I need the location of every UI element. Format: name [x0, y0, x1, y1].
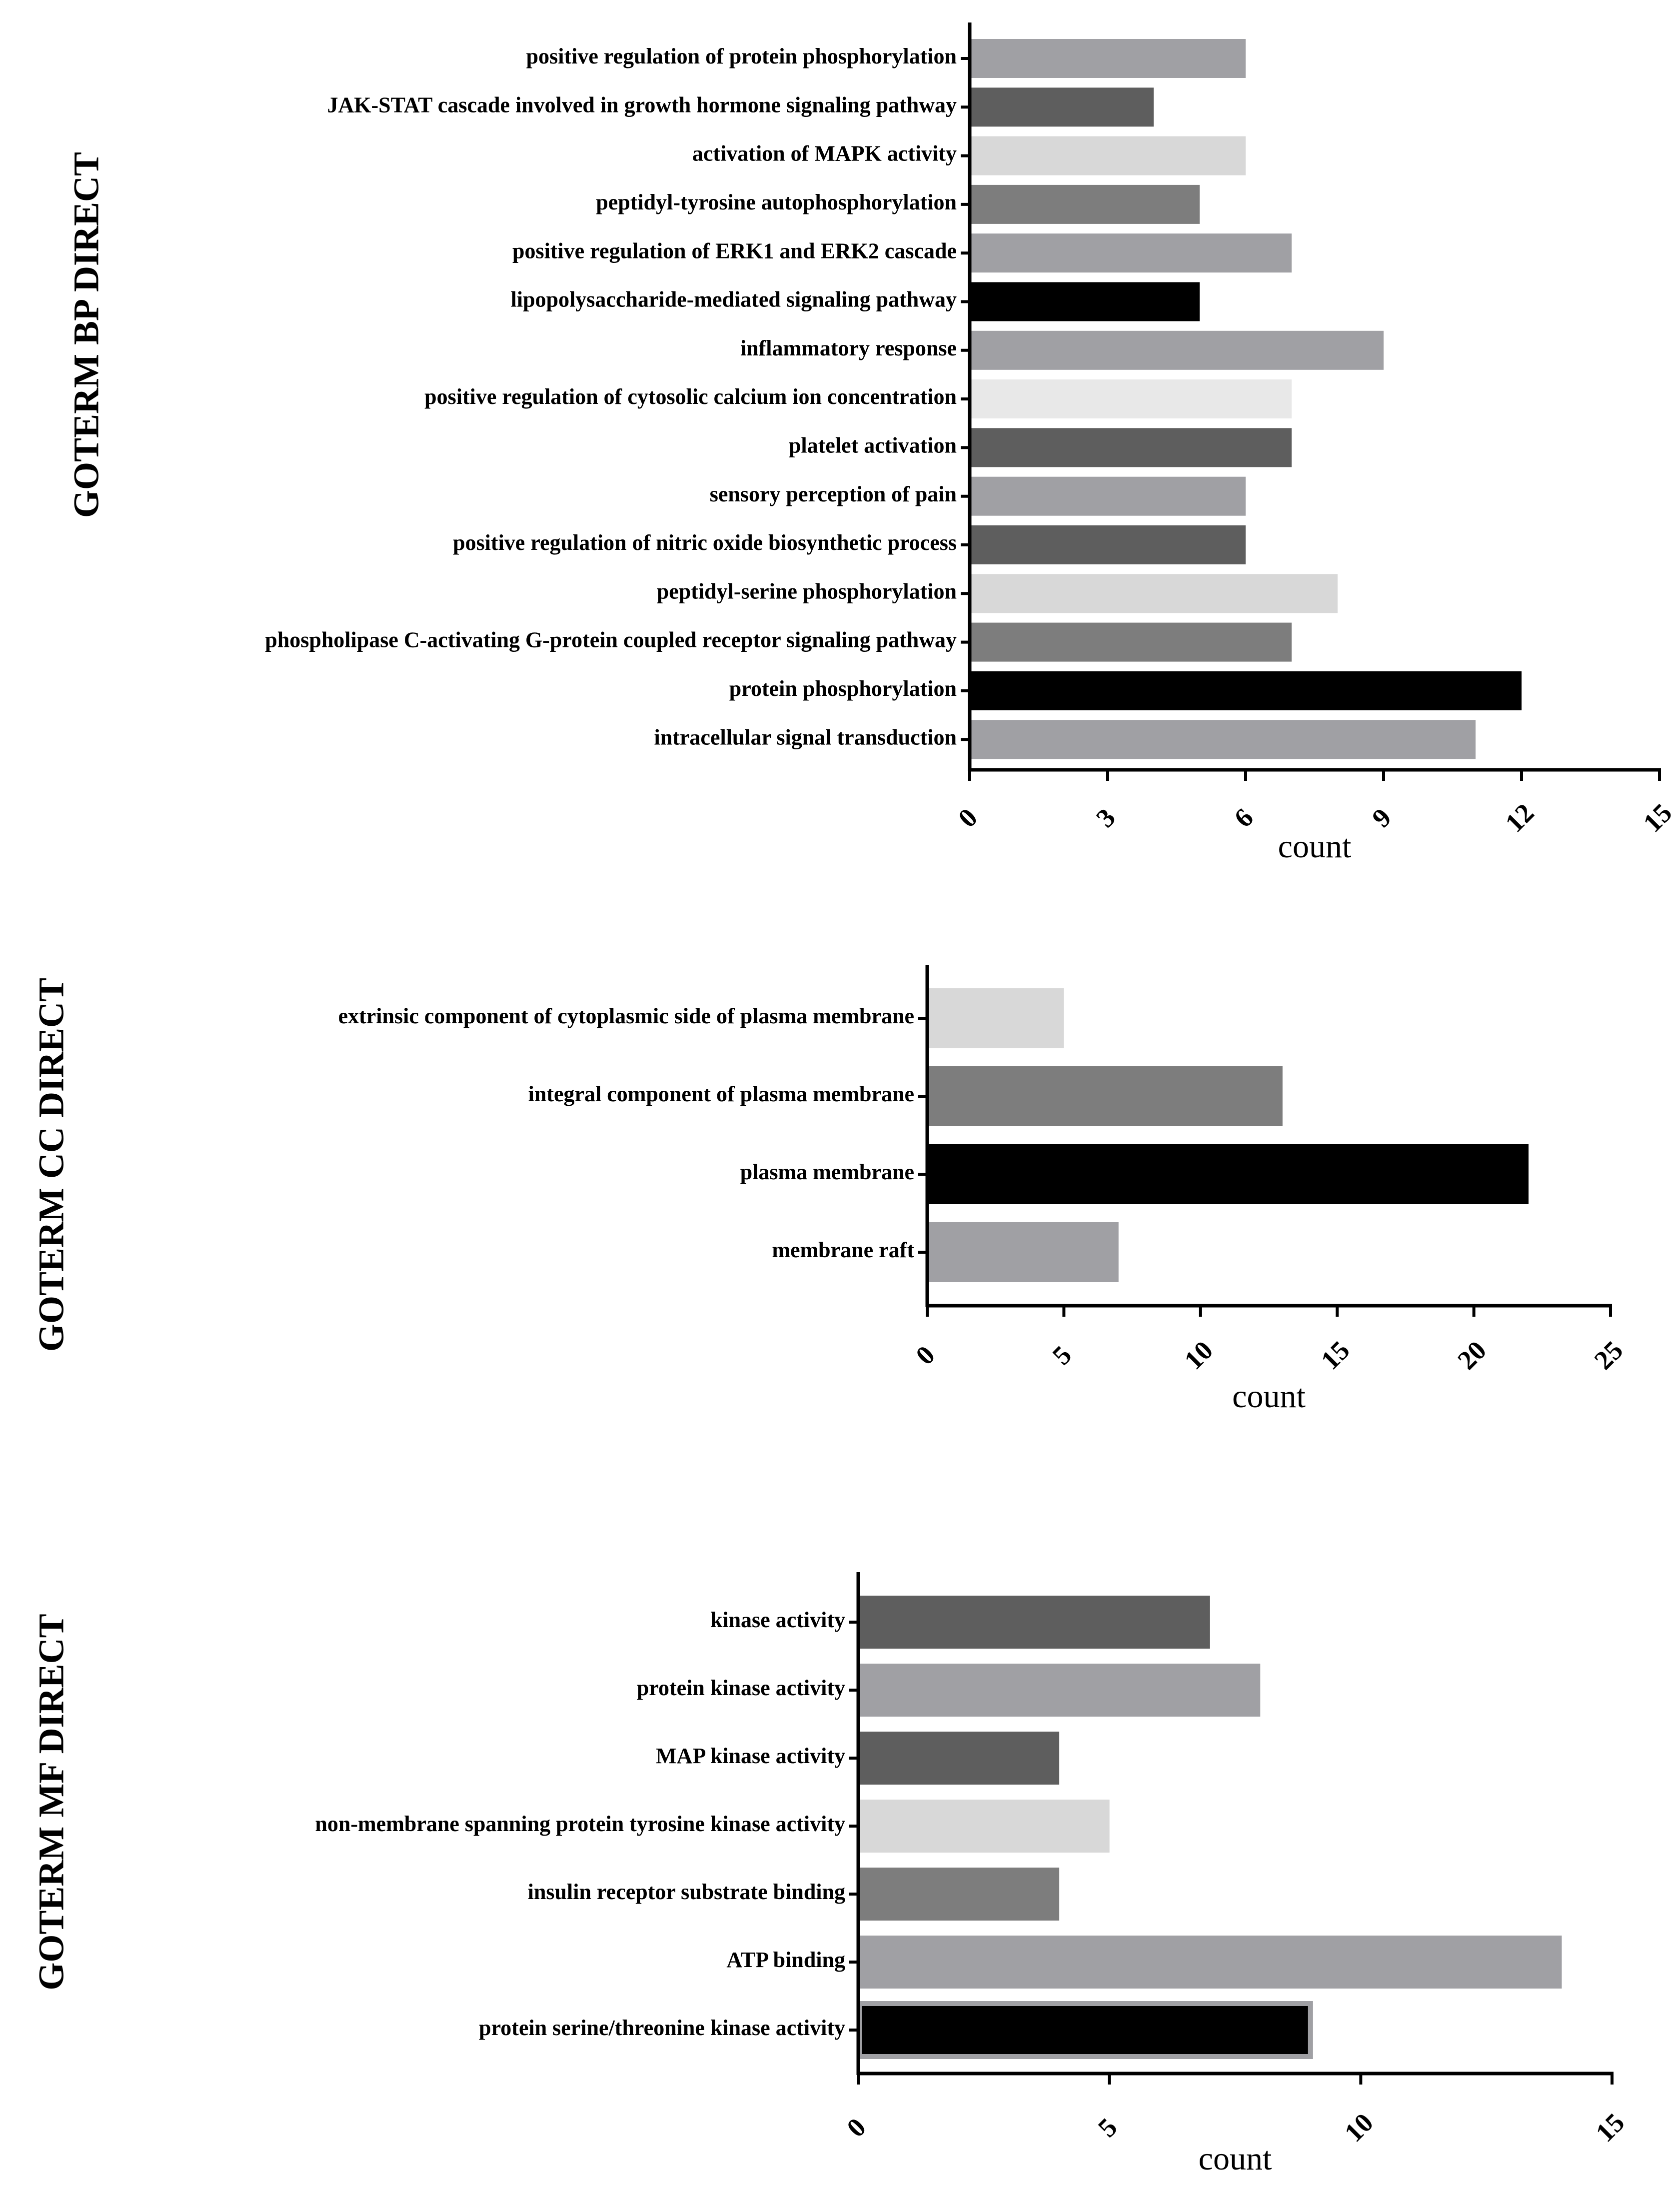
bp-bar-3 [971, 184, 1200, 224]
bp-bar-8 [971, 428, 1292, 467]
bp-bar-11 [971, 574, 1338, 613]
bp-bar-1 [971, 87, 1154, 127]
bp-bar-9 [971, 476, 1246, 516]
bp-category-label-9: sensory perception of pain [710, 482, 957, 506]
bp-category-label-14: intracellular signal transduction [654, 725, 957, 749]
bp-x-tick-label-4: 12 [1500, 798, 1540, 838]
bp-category-label-10: positive regulation of nitric oxide bios… [453, 530, 957, 555]
cc-category-label-1: integral component of plasma membrane [528, 1082, 914, 1106]
bp-x-tick-label-1: 3 [1090, 802, 1121, 833]
bp-x-axis-title: count [1278, 828, 1352, 865]
bp-category-label-5: lipopolysaccharide-mediated signaling pa… [511, 287, 957, 312]
cc-bar-1 [928, 1066, 1283, 1126]
bp-group-title: GOTERM BP DIRECT [66, 152, 106, 518]
bp-bar-14 [971, 720, 1476, 759]
bp-bar-7 [971, 379, 1292, 419]
mf-category-label-1: protein kinase activity [637, 1676, 845, 1700]
mf-category-label-6: protein serine/threonine kinase activity [479, 2016, 845, 2040]
mf-category-label-2: MAP kinase activity [656, 1744, 845, 1768]
mf-category-label-0: kinase activity [710, 1608, 845, 1632]
bp-bar-5 [971, 282, 1200, 321]
bp-category-label-6: inflammatory response [740, 336, 957, 360]
bp-x-tick-label-3: 9 [1366, 802, 1397, 833]
bp-bar-4 [971, 233, 1292, 273]
cc-bar-2 [928, 1144, 1529, 1204]
mf-category-label-3: non-membrane spanning protein tyrosine k… [315, 1812, 845, 1836]
bp-bar-2 [971, 136, 1246, 175]
mf-x-axis-title: count [1199, 2141, 1272, 2177]
bp-category-label-13: protein phosphorylation [729, 676, 957, 701]
cc-x-tick-label-0: 0 [910, 1340, 941, 1371]
mf-bar-6 [857, 2001, 1313, 2059]
cc-chart: extrinsic component of cytoplasmic side … [31, 965, 1629, 1415]
mf-x-tick-label-2: 10 [1339, 2108, 1379, 2148]
cc-category-label-2: plasma membrane [740, 1160, 914, 1184]
cc-x-tick-label-5: 25 [1589, 1335, 1629, 1376]
mf-x-tick-label-1: 5 [1092, 2112, 1123, 2143]
mf-chart: kinase activity protein kinase activity MA… [31, 1572, 1631, 2177]
mf-x-tick-label-0: 0 [841, 2112, 872, 2143]
bp-bar-6 [971, 330, 1384, 370]
bp-chart: positive regulation of protein phosphory… [66, 22, 1678, 865]
mf-bar-4 [859, 1868, 1060, 1921]
mf-category-label-4: insulin receptor substrate binding [528, 1880, 845, 1904]
bp-x-tick-label-2: 6 [1228, 802, 1259, 833]
bp-category-label-11: peptidyl-serine phosphorylation [657, 579, 957, 603]
bp-bar-0 [971, 39, 1246, 78]
bp-category-label-4: positive regulation of ERK1 and ERK2 cas… [512, 238, 957, 263]
mf-x-tick-label-3: 15 [1590, 2108, 1631, 2148]
cc-x-tick-label-2: 10 [1179, 1335, 1219, 1376]
cc-x-tick-label-4: 20 [1452, 1335, 1492, 1376]
mf-category-label-5: ATP binding [726, 1948, 845, 1972]
bp-category-label-3: peptidyl-tyrosine autophosphorylation [596, 190, 957, 214]
mf-bar-3 [859, 1800, 1110, 1853]
cc-bar-3 [928, 1222, 1119, 1282]
bp-bar-12 [971, 622, 1292, 662]
bp-x-tick-label-0: 0 [952, 802, 983, 833]
bp-category-label-8: platelet activation [789, 433, 957, 457]
cc-category-label-0: extrinsic component of cytoplasmic side … [338, 1004, 914, 1028]
bp-x-tick-label-5: 15 [1638, 798, 1678, 838]
mf-bar-2 [859, 1732, 1060, 1785]
bp-category-label-7: positive regulation of cytosolic calcium… [424, 384, 957, 409]
cc-category-label-3: membrane raft [772, 1238, 914, 1262]
cc-x-tick-label-1: 5 [1047, 1340, 1078, 1371]
cc-x-tick-label-3: 15 [1315, 1335, 1356, 1376]
mf-bar-0 [859, 1596, 1210, 1649]
mf-group-title: GOTERM MF DIRECT [31, 1614, 71, 1990]
bp-category-label-1: JAK-STAT cascade involved in growth horm… [327, 92, 957, 117]
mf-bar-5 [859, 1936, 1562, 1989]
bp-bar-10 [971, 525, 1246, 564]
bp-category-label-12: phospholipase C-activating G-protein cou… [265, 628, 957, 652]
cc-bar-0 [928, 988, 1064, 1048]
bp-bar-13 [971, 671, 1522, 710]
cc-group-title: GOTERM CC DIRECT [31, 978, 71, 1352]
mf-bar-1 [859, 1664, 1261, 1717]
bp-category-label-2: activation of MAPK activity [692, 141, 957, 166]
cc-x-axis-title: count [1232, 1378, 1306, 1415]
bp-category-label-0: positive regulation of protein phosphory… [526, 44, 957, 68]
